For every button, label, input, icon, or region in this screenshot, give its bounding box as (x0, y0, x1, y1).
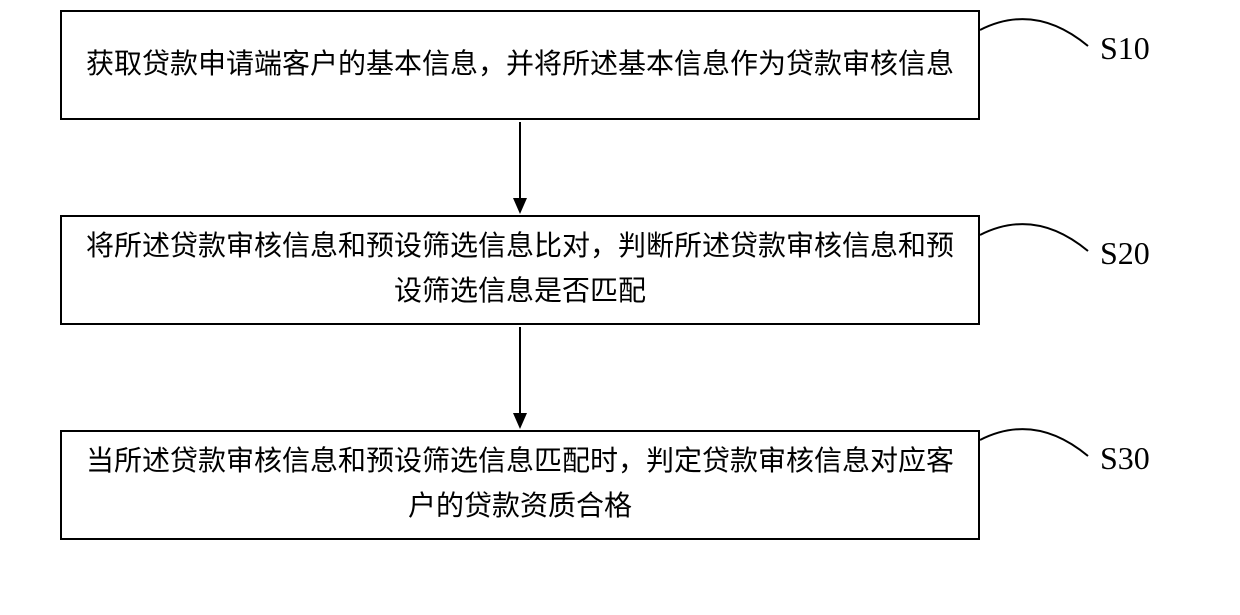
step-label-s30: S30 (1100, 440, 1150, 477)
step-box-s20: 将所述贷款审核信息和预设筛选信息比对，判断所述贷款审核信息和预设筛选信息是否匹配 (60, 215, 980, 325)
step-text-s10: 获取贷款申请端客户的基本信息，并将所述基本信息作为贷款审核信息 (86, 43, 954, 88)
arrow-s10-s20 (513, 122, 527, 215)
flowchart-container: 获取贷款申请端客户的基本信息，并将所述基本信息作为贷款审核信息 S10 将所述贷… (0, 0, 1240, 615)
step-label-s10: S10 (1100, 30, 1150, 67)
step-box-s30: 当所述贷款审核信息和预设筛选信息匹配时，判定贷款审核信息对应客户的贷款资质合格 (60, 430, 980, 540)
step-box-s10: 获取贷款申请端客户的基本信息，并将所述基本信息作为贷款审核信息 (60, 10, 980, 120)
step-label-s20: S20 (1100, 235, 1150, 272)
step-text-s20: 将所述贷款审核信息和预设筛选信息比对，判断所述贷款审核信息和预设筛选信息是否匹配 (82, 225, 958, 315)
step-text-s30: 当所述贷款审核信息和预设筛选信息匹配时，判定贷款审核信息对应客户的贷款资质合格 (82, 440, 958, 530)
connector-curve-s10 (980, 10, 1100, 70)
connector-curve-s30 (980, 420, 1100, 480)
connector-curve-s20 (980, 215, 1100, 275)
arrow-s20-s30 (513, 327, 527, 430)
